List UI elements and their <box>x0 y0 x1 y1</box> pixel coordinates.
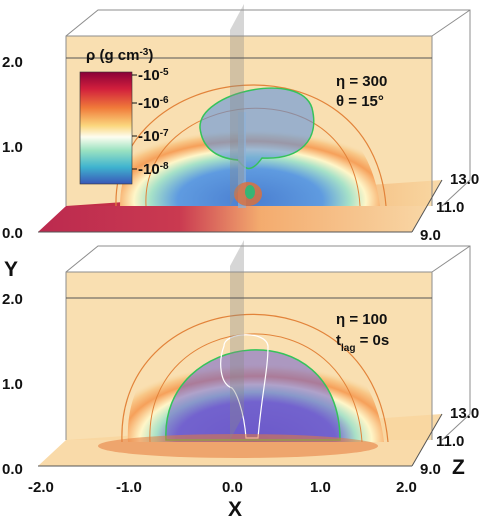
x-tick-2: 2.0 <box>396 479 417 496</box>
top-y-tick-0: 0.0 <box>2 225 23 242</box>
bottom-outer-contour <box>121 313 389 443</box>
bottom-green-contour <box>165 349 341 441</box>
colorbar-title: ρ (g cm-3) <box>86 47 153 65</box>
top-box-edge-2 <box>431 9 471 37</box>
top-z-tick-13: 13.0 <box>450 171 479 188</box>
bottom-z-tick-13: 13.0 <box>450 405 479 422</box>
top-box-floor-right <box>411 179 443 233</box>
bottom-box-floor-right <box>411 413 443 467</box>
x-tick-minus-2: -2.0 <box>28 479 54 496</box>
colorbar-swatch <box>79 71 133 185</box>
top-y-tick-2: 2.0 <box>2 54 23 71</box>
bottom-eta-label: η = 100 <box>336 311 387 328</box>
bottom-box-frame <box>65 245 471 441</box>
x-tick-1: 1.0 <box>310 479 331 496</box>
bottom-box-edge-2 <box>431 245 471 273</box>
top-jet-core <box>245 185 255 199</box>
x-tick-0: 0.0 <box>222 479 243 496</box>
top-panel <box>38 4 471 233</box>
top-jet-column <box>238 112 246 208</box>
z-axis-title: Z <box>452 456 465 479</box>
top-z-tick-9: 9.0 <box>420 227 441 244</box>
bottom-panel <box>38 240 471 467</box>
top-z-tick-11: 11.0 <box>436 199 464 216</box>
top-box-frame <box>65 9 471 207</box>
bottom-y-tick-0: 0.0 <box>2 461 23 478</box>
bottom-y-tick-1: 1.0 <box>2 376 23 393</box>
bottom-mid-contour <box>149 333 363 443</box>
x-axis-title: X <box>228 498 242 521</box>
top-param-label: θ = 15° <box>336 93 384 110</box>
bottom-base-ring <box>98 434 378 458</box>
top-slice-plane <box>230 4 244 206</box>
bottom-param-label: tlag = 0s <box>336 332 389 354</box>
bottom-z-tick-9: 9.0 <box>420 461 441 478</box>
top-y-tick-1: 1.0 <box>2 139 23 156</box>
top-green-contour <box>199 87 315 170</box>
x-tick-minus-1: -1.0 <box>116 479 142 496</box>
top-eta-label: η = 300 <box>336 73 387 90</box>
y-axis-title: Y <box>4 258 18 281</box>
bottom-y-tick-2: 2.0 <box>2 291 23 308</box>
bottom-slice-plane <box>230 240 244 440</box>
bottom-z-tick-11: 11.0 <box>436 433 464 450</box>
